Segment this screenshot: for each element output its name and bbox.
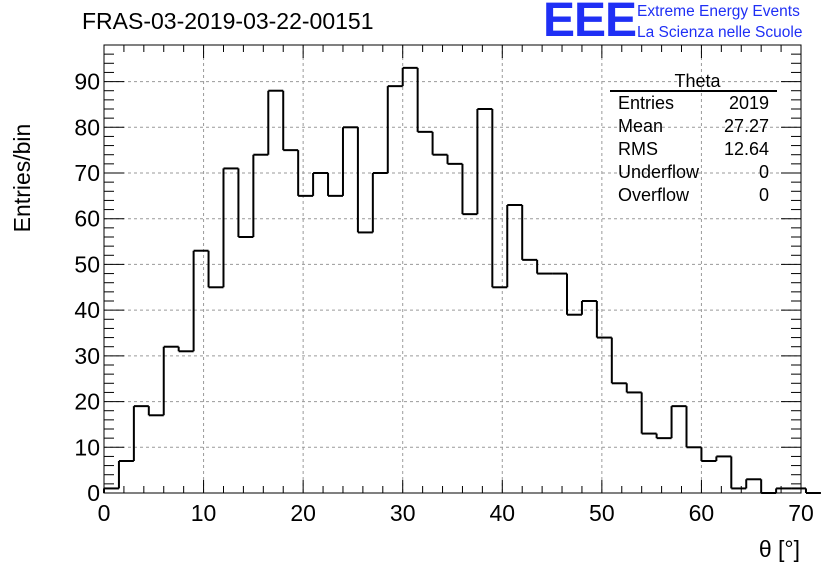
stats-value: 0: [758, 162, 769, 182]
plot-frame: [103, 44, 802, 494]
y-tick-label: 90: [74, 69, 100, 95]
stats-box: Theta Entries 2019 Mean 27.27 RMS 12.64 …: [610, 70, 777, 207]
stats-row-mean: Mean 27.27: [610, 115, 777, 138]
x-tick-label: 50: [589, 500, 615, 526]
eee-logo-icon: EEE: [543, 0, 637, 47]
stats-label: Entries: [618, 93, 675, 113]
stats-title: Theta: [674, 71, 721, 91]
stats-label: Underflow: [618, 162, 700, 182]
y-axis-label: Entries/bin: [9, 124, 35, 233]
stats-value: 12.64: [723, 139, 769, 159]
logo-line-1: Extreme Energy Events: [637, 3, 800, 20]
x-tick-label: 10: [191, 500, 217, 526]
y-tick-label: 10: [74, 434, 100, 460]
y-tick-label: 50: [74, 251, 100, 277]
stats-divider: [610, 90, 777, 92]
logo-line-2: La Scienza nelle Scuole: [637, 24, 803, 41]
stats-label: Mean: [618, 116, 664, 136]
x-tick-label: 60: [689, 500, 715, 526]
run-title: FRAS-03-2019-03-22-00151: [82, 8, 374, 34]
x-tick-label: 40: [489, 500, 515, 526]
stats-value: 27.27: [723, 116, 769, 136]
tick-labels: 0 10 20 30 40 50 60 70 0 10 20 30 40 50 60 70 80 90: [74, 69, 813, 526]
histogram-bars: [103, 66, 821, 494]
x-tick-label: 20: [290, 500, 316, 526]
stats-value: 2019: [728, 93, 769, 113]
grid-lines: [104, 45, 801, 493]
y-tick-label: 30: [74, 343, 100, 369]
y-tick-label: 70: [74, 160, 100, 186]
y-tick-label: 60: [74, 206, 100, 232]
stats-row-overflow: Overflow 0: [610, 184, 777, 207]
y-tick-label: 80: [74, 114, 100, 140]
axis-ticks: [103, 44, 802, 494]
y-tick-label: 40: [74, 297, 100, 323]
stats-row-underflow: Underflow 0: [610, 161, 777, 184]
x-tick-label: 70: [788, 500, 814, 526]
stats-row-entries: Entries 2019: [610, 92, 777, 115]
stats-row-rms: RMS 12.64: [610, 138, 777, 161]
stats-value: 0: [758, 185, 769, 205]
x-tick-label: 0: [98, 500, 111, 526]
x-tick-label: 30: [390, 500, 416, 526]
stats-label: Overflow: [618, 185, 690, 205]
x-axis-label: θ [°]: [759, 536, 800, 562]
y-tick-label: 0: [87, 480, 100, 506]
stats-label: RMS: [618, 139, 658, 159]
y-tick-label: 20: [74, 389, 100, 415]
